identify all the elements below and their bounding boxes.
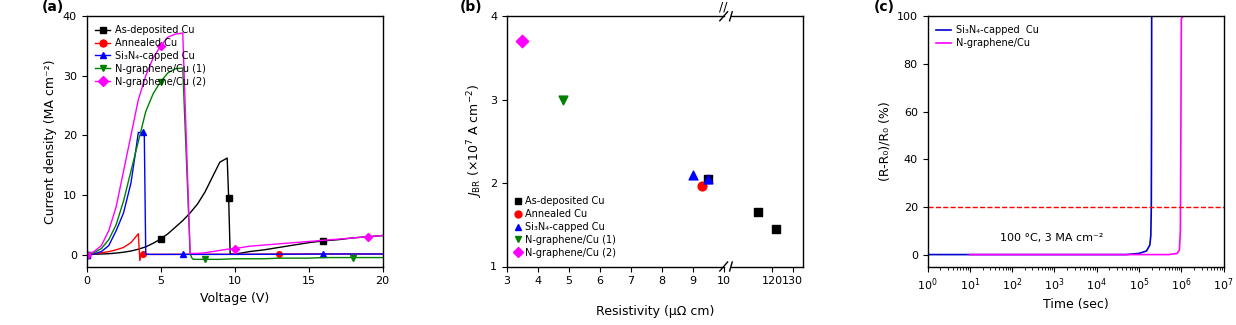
Y-axis label: $J_{\rm BR}$ ($\times$10$^7$ A cm$^{-2}$): $J_{\rm BR}$ ($\times$10$^7$ A cm$^{-2}$…	[465, 84, 485, 199]
N-graphene/Cu	[1169, 252, 1184, 255]
N-graphene/Cu	[1119, 253, 1133, 256]
Si₃N₄-capped  Cu	[1005, 253, 1020, 256]
N-graphene/Cu	[1077, 253, 1091, 256]
N-graphene/Cu	[1059, 253, 1074, 256]
Si₃N₄-capped  Cu	[1059, 253, 1074, 256]
Si₃N₄-capped  Cu	[1119, 253, 1133, 256]
Si₃N₄-capped  Cu	[975, 253, 990, 256]
X-axis label: Voltage (V): Voltage (V)	[200, 292, 269, 305]
Si₃N₄-capped  Cu	[1017, 253, 1032, 256]
Point	[766, 227, 786, 232]
N-graphene/Cu	[1172, 248, 1187, 252]
Line: N-graphene/Cu: N-graphene/Cu	[970, 16, 1183, 254]
Point	[535, 180, 555, 186]
Legend: As-deposited Cu, Annealed Cu, Si₃N₄-capped Cu, N-graphene/Cu (1), N-graphene/Cu : As-deposited Cu, Annealed Cu, Si₃N₄-capp…	[512, 192, 620, 262]
N-graphene/Cu	[1103, 253, 1117, 256]
N-graphene/Cu	[993, 253, 1007, 256]
Si₃N₄-capped  Cu	[949, 253, 964, 256]
Si₃N₄-capped  Cu	[1142, 243, 1157, 247]
N-graphene/Cu	[1173, 229, 1188, 233]
Point	[513, 39, 533, 44]
Si₃N₄-capped  Cu	[1089, 253, 1104, 256]
N-graphene/Cu	[1175, 14, 1190, 18]
N-graphene/Cu	[1161, 253, 1175, 256]
Si₃N₄-capped  Cu	[1035, 253, 1049, 256]
X-axis label: Time (sec): Time (sec)	[1043, 298, 1109, 311]
Si₃N₄-capped  Cu	[963, 253, 978, 256]
Y-axis label: Current density (MA cm⁻²): Current density (MA cm⁻²)	[44, 59, 57, 224]
Si₃N₄-capped  Cu	[993, 253, 1007, 256]
Si₃N₄-capped  Cu	[1103, 253, 1117, 256]
Si₃N₄-capped  Cu	[920, 253, 934, 256]
Text: //: //	[719, 1, 728, 14]
Legend: Si₃N₄-capped  Cu, N-graphene/Cu: Si₃N₄-capped Cu, N-graphene/Cu	[932, 21, 1042, 52]
Si₃N₄-capped  Cu	[1077, 253, 1091, 256]
Point	[698, 176, 718, 181]
Text: (c): (c)	[874, 0, 895, 14]
Point	[692, 183, 712, 188]
Si₃N₄-capped  Cu	[933, 253, 948, 256]
Si₃N₄-capped  Cu	[1140, 249, 1154, 253]
Text: Resistivity (μΩ cm): Resistivity (μΩ cm)	[596, 306, 714, 318]
Si₃N₄-capped  Cu	[1143, 205, 1158, 209]
N-graphene/Cu	[1047, 253, 1062, 256]
Legend: As-deposited Cu, Annealed Cu, Si₃N₄-capped Cu, N-graphene/Cu (1), N-graphene/Cu : As-deposited Cu, Annealed Cu, Si₃N₄-capp…	[91, 21, 210, 91]
N-graphene/Cu	[1005, 253, 1020, 256]
Text: 100 °C, 3 MA cm⁻²: 100 °C, 3 MA cm⁻²	[1000, 233, 1104, 243]
Si₃N₄-capped  Cu	[1143, 234, 1158, 238]
Si₃N₄-capped  Cu	[1145, 110, 1159, 113]
N-graphene/Cu	[1035, 253, 1049, 256]
Si₃N₄-capped  Cu	[1047, 253, 1062, 256]
Y-axis label: (R-R₀)/R₀ (%): (R-R₀)/R₀ (%)	[879, 101, 891, 181]
N-graphene/Cu	[1173, 110, 1188, 113]
Point	[682, 172, 702, 177]
Text: (b): (b)	[460, 0, 482, 14]
Point	[552, 97, 572, 102]
N-graphene/Cu	[1089, 253, 1104, 256]
N-graphene/Cu	[1132, 253, 1147, 256]
Si₃N₄-capped  Cu	[1145, 14, 1159, 18]
Point	[748, 210, 768, 215]
N-graphene/Cu	[975, 253, 990, 256]
Si₃N₄-capped  Cu	[1132, 252, 1147, 255]
Line: Si₃N₄-capped  Cu: Si₃N₄-capped Cu	[927, 16, 1152, 254]
Si₃N₄-capped  Cu	[1145, 17, 1159, 20]
N-graphene/Cu	[1017, 253, 1032, 256]
N-graphene/Cu	[1145, 253, 1159, 256]
Point	[698, 176, 718, 181]
N-graphene/Cu	[963, 253, 978, 256]
N-graphene/Cu	[1174, 17, 1189, 20]
Text: (a): (a)	[42, 0, 64, 14]
